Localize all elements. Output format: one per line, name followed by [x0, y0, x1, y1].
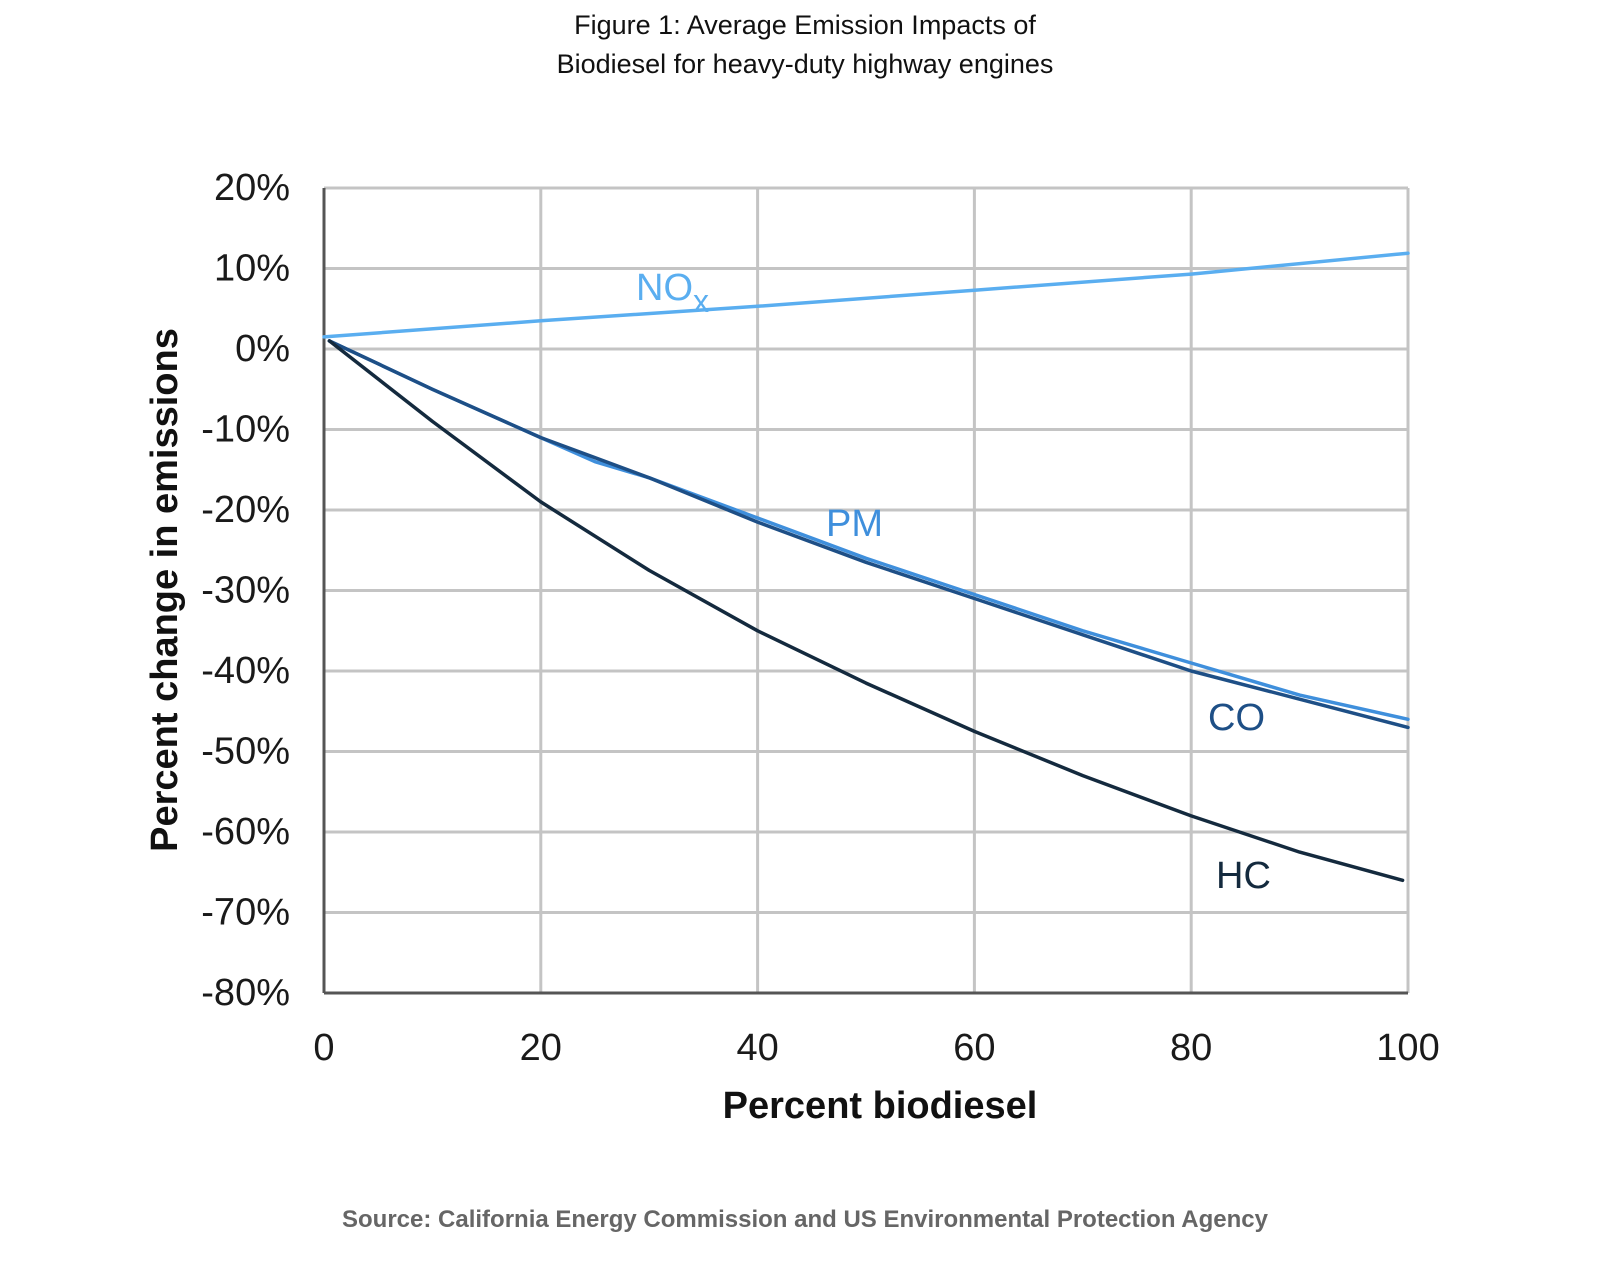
y-tick-label: -80%: [201, 972, 290, 1014]
y-tick-label: 0%: [235, 328, 290, 370]
series-label-hc: HC: [1216, 855, 1271, 897]
grid-lines: [324, 186, 1410, 993]
x-tick-labels: 0 20 40 60 80 100: [313, 1027, 1439, 1069]
x-tick-label: 80: [1170, 1027, 1212, 1069]
y-tick-label: -10%: [201, 409, 290, 451]
y-tick-label: 20%: [214, 167, 290, 209]
series-lines: [322, 251, 1410, 883]
x-axis-title: Percent biodiesel: [723, 1085, 1038, 1127]
y-tick-label: -50%: [201, 731, 290, 773]
y-axis-title: Percent change in emissions: [144, 328, 186, 852]
y-tick-label: -70%: [201, 892, 290, 934]
series-label-subscript: x: [693, 283, 709, 319]
series-line-no: [322, 251, 1410, 339]
y-tick-label: -20%: [201, 489, 290, 531]
x-tick-label: 20: [520, 1027, 562, 1069]
chart-title-line-1: Figure 1: Average Emission Impacts of: [574, 10, 1036, 40]
series-line-hc: [327, 339, 1405, 883]
x-tick-label: 60: [953, 1027, 995, 1069]
series-label-co: CO: [1208, 697, 1265, 739]
y-tick-label: -30%: [201, 570, 290, 612]
x-tick-label: 40: [736, 1027, 778, 1069]
chart-title-line-2: Biodiesel for heavy-duty highway engines: [556, 49, 1054, 79]
x-tick-label: 0: [313, 1027, 334, 1069]
axes: [322, 188, 1408, 995]
source-note: Source: California Energy Commission and…: [342, 1206, 1268, 1233]
series-label-pm: PM: [826, 503, 883, 545]
y-tick-labels: 20% 10% 0% -10% -20% -30% -40% -50% -60% -70% -80%: [201, 167, 290, 1014]
y-tick-label: 10%: [214, 248, 290, 290]
chart-title: Figure 1: Average Emission Impacts of Bi…: [0, 6, 1610, 84]
y-tick-label: -40%: [201, 650, 290, 692]
x-tick-label: 100: [1376, 1027, 1439, 1069]
series-line-co: [327, 339, 1410, 730]
y-tick-label: -60%: [201, 811, 290, 853]
